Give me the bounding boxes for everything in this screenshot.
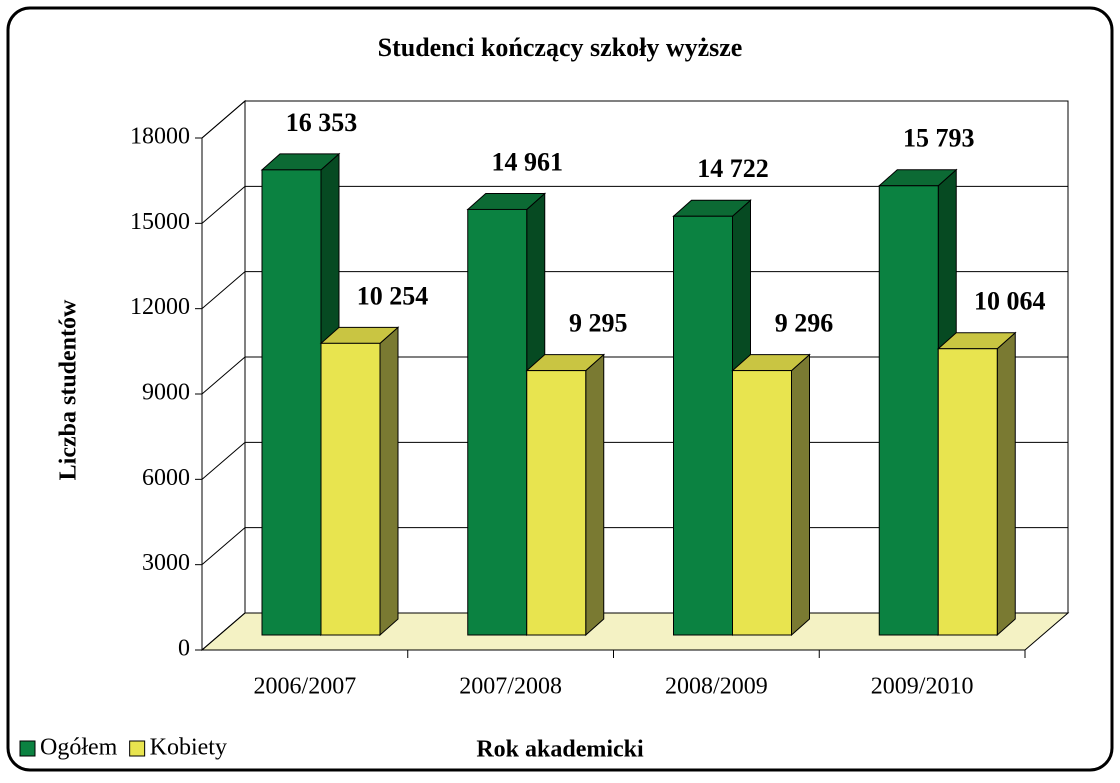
- legend-swatch: [19, 740, 36, 757]
- y-tick-label: 0: [178, 636, 190, 662]
- value-label: 14 722: [697, 154, 769, 183]
- bar-side: [379, 326, 399, 637]
- bar: [732, 370, 792, 636]
- legend-label: Ogółem: [40, 735, 118, 761]
- bar: [526, 370, 587, 636]
- value-label-bg: [970, 286, 1050, 316]
- x-tick-label: 2008/2009: [665, 674, 768, 700]
- bar: [261, 169, 322, 636]
- x-tick-label: 2009/2010: [871, 674, 974, 700]
- value-label-bg: [693, 154, 773, 184]
- legend-swatch: [129, 740, 146, 757]
- y-tick-label: 12000: [130, 294, 190, 320]
- bar-side: [791, 353, 810, 637]
- x-tick-label: 2006/2007: [254, 674, 357, 700]
- value-label-bg: [352, 281, 433, 311]
- bar-side: [996, 331, 1016, 637]
- value-label: 15 793: [903, 124, 975, 153]
- y-tick-label: 18000: [130, 124, 190, 150]
- legend-label: Kobiety: [150, 735, 227, 761]
- x-tick-label: 2007/2008: [459, 674, 562, 700]
- value-label: 10 254: [357, 281, 429, 310]
- value-label: 14 961: [492, 147, 564, 176]
- x-axis-label: Rok akademicki: [476, 737, 644, 763]
- value-label: 9 295: [569, 309, 628, 338]
- y-tick-label: 3000: [142, 550, 190, 576]
- grid-line: [201, 185, 1068, 224]
- bar: [467, 208, 528, 636]
- value-label-bg: [899, 123, 979, 153]
- bar: [673, 215, 733, 636]
- bar: [937, 348, 998, 636]
- grid-line: [201, 271, 1068, 310]
- value-label: 9 296: [775, 309, 834, 338]
- value-label-bg: [770, 308, 838, 338]
- value-label-bg: [565, 308, 632, 338]
- bar: [320, 342, 381, 636]
- value-label: 10 064: [974, 287, 1046, 316]
- value-label-bg: [487, 147, 567, 177]
- bar: [878, 185, 939, 636]
- value-label: 16 353: [286, 108, 358, 137]
- value-label-bg: [281, 107, 362, 137]
- bar-side: [585, 353, 605, 637]
- y-tick-label: 6000: [142, 465, 190, 491]
- grid-line: [201, 100, 1068, 139]
- chart-title: Studenci kończący szkoły wyższe: [378, 33, 743, 62]
- y-tick-label: 9000: [142, 380, 190, 406]
- y-tick-label: 15000: [130, 209, 190, 235]
- y-axis-label: Liczba studentów: [56, 299, 82, 480]
